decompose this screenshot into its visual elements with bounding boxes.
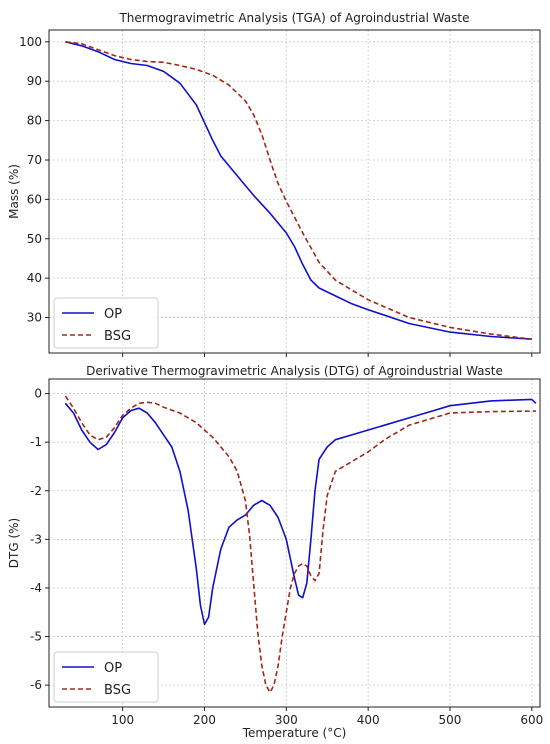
- tga-chart-title: Thermogravimetric Analysis (TGA) of Agro…: [118, 11, 469, 25]
- dtg-x-axis-label: Temperature (°C): [242, 726, 347, 740]
- dtg-legend-label-bsg: BSG: [104, 683, 131, 698]
- tga-legend-label-bsg: BSG: [104, 329, 131, 344]
- tga-y-tick-label: 40: [27, 271, 42, 285]
- tga-y-tick-label: 30: [27, 311, 42, 325]
- tga-y-tick-label: 100: [19, 35, 42, 49]
- tga-legend: OP BSG: [53, 297, 159, 349]
- tga-y-tick-label: 80: [27, 114, 42, 128]
- dtg-x-tick-label: 200: [193, 713, 216, 727]
- dtg-y-axis-label: DTG (%): [7, 518, 21, 568]
- dtg-x-tick-label: 600: [520, 713, 543, 727]
- dtg-y-tick-label: -6: [30, 678, 42, 692]
- dtg-y-tick-label: 0: [34, 387, 42, 401]
- tga-series-bsg-line: [65, 41, 532, 340]
- tga-y-tick-label: 70: [27, 153, 42, 167]
- tga-frame: [48, 29, 541, 354]
- dtg-y-tick-label: -3: [30, 532, 42, 546]
- dtg-y-tick-label: -2: [30, 484, 42, 498]
- tga-y-axis-label: Mass (%): [7, 164, 21, 219]
- tga-panel: 30 40 50 60 70 80 90 100 Thermogravimetric Analy…: [7, 11, 541, 357]
- dtg-x-tick-label: 300: [275, 713, 298, 727]
- dtg-chart-title: Derivative Thermogravimetric Analysis (D…: [86, 364, 503, 378]
- dtg-series-op-line: [64, 398, 537, 626]
- tga-series-op-line: [65, 41, 532, 340]
- dtg-x-tick-label: 100: [111, 713, 134, 727]
- tga-y-tick-label: 90: [27, 74, 42, 88]
- dtg-legend-label-op: OP: [104, 661, 122, 676]
- dtg-y-tick-label: -1: [30, 435, 42, 449]
- dtg-x-tick-label: 400: [357, 713, 380, 727]
- tga-y-tick-label: 50: [27, 232, 42, 246]
- dtg-legend: OP BSG: [53, 651, 159, 703]
- dtg-x-tick-label: 500: [439, 713, 462, 727]
- dtg-y-tick-label: -4: [30, 581, 42, 595]
- dtg-y-tick-label: -5: [30, 630, 42, 644]
- dtg-panel: 100 200 300 400 500 600 0 -1 -2 -3 -4 -5 -6 Derivativ…: [7, 364, 543, 740]
- tga-legend-label-op: OP: [104, 307, 122, 322]
- tga-y-tick-label: 60: [27, 192, 42, 206]
- dtg-frame: [48, 378, 541, 708]
